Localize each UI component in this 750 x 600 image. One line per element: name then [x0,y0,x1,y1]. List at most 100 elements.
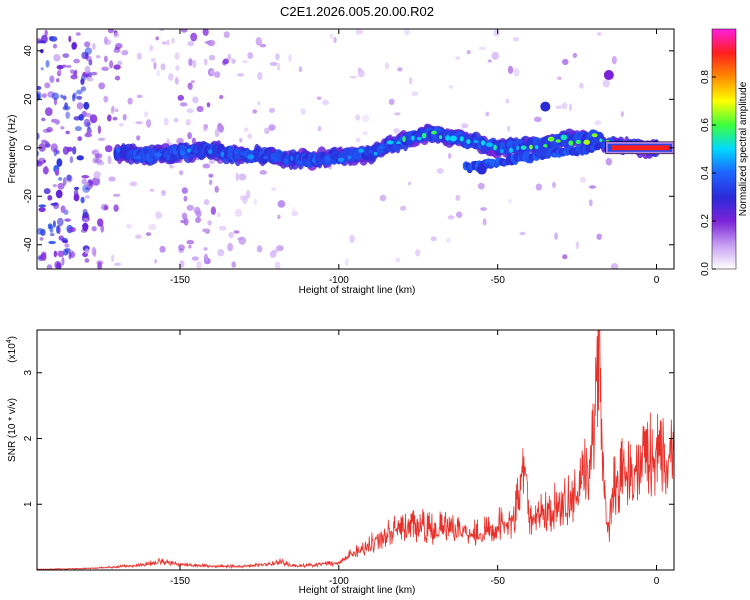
noise-blob [508,198,512,204]
noise-blob [204,58,208,66]
x-tick-label: -50 [490,576,505,587]
noise-blob [164,117,169,126]
noise-blob [73,193,80,202]
noise-blob [275,53,280,61]
noise-blob [269,61,278,66]
noise-blob [188,86,193,91]
noise-blob [73,116,81,121]
noise-blob [588,185,597,189]
noise-blob [477,182,485,190]
noise-blob [62,177,67,186]
band-hot-blob [500,149,504,154]
noise-blob [384,62,390,70]
noise-blob [38,143,46,152]
noise-blob [62,105,71,111]
noise-blob [554,232,558,240]
noise-blob [217,248,225,257]
noise-blob [533,116,542,123]
noise-blob [214,185,219,193]
spectrogram-y-label: Frequency (Hz) [7,115,18,184]
noise-blob [72,93,76,102]
noise-blob [54,168,60,176]
noise-blob [210,69,215,75]
noise-blob [174,76,179,85]
noise-blob [42,166,49,175]
noise-blob [68,252,72,260]
noise-blob [186,108,194,114]
noise-blob [57,225,61,235]
noise-blob [109,60,114,69]
noise-blob [160,63,166,71]
noise-blob [204,228,211,234]
noise-blob [159,245,166,253]
noise-blob [113,48,121,53]
colorbar-tick-label: 0.4 [700,166,711,180]
noise-blob [117,60,123,66]
noise-blob [411,91,419,97]
noise-blob [228,232,234,239]
noise-blob [51,92,60,100]
noise-blob [397,67,403,72]
noise-blob [84,65,91,74]
isolated-blob [603,70,614,81]
noise-blob [84,133,92,138]
band-hot-blob [583,139,590,145]
x-tick-label: 0 [654,275,660,286]
noise-blob [288,54,292,63]
band-hot-blob [135,155,142,160]
band-hot-blob [358,148,364,153]
noise-blob [257,100,261,106]
band-hot-blob [208,149,213,155]
noise-blob [91,226,97,232]
band-hot-blob [325,156,331,163]
band-hot-blob [347,155,352,160]
y-tick-label: 40 [23,45,34,57]
noise-blob [62,146,69,155]
band-hot-blob [290,155,294,162]
noise-blob [355,114,361,121]
carrier-core [611,145,670,151]
noise-blob [208,173,214,178]
isolated-blob [476,164,487,175]
noise-blob [572,52,578,59]
noise-blob [56,78,60,83]
noise-blob [235,172,239,182]
noise-blob [104,55,108,63]
band-hot-blob [386,140,394,145]
noise-blob [239,195,248,201]
noise-blob [149,188,155,192]
noise-blob [268,107,276,113]
noise-blob [247,133,253,139]
noise-blob [64,218,71,222]
noise-blob [155,36,159,41]
noise-blob [487,59,492,63]
band-hot-blob [417,137,422,140]
band-hot-blob [568,140,574,146]
noise-blob [316,96,322,100]
noise-blob [145,232,152,236]
noise-blob [227,242,234,252]
noise-blob [227,53,232,61]
noise-blob [179,102,188,107]
noise-blob [47,195,53,201]
noise-blob [317,125,322,132]
noise-blob [210,206,216,215]
noise-blob [179,260,185,268]
noise-blob [269,250,277,258]
band-hot-blob [560,134,568,140]
noise-blob [169,164,174,169]
band-hot-blob [421,132,427,139]
noise-blob [91,246,97,256]
band-hot-blob [508,147,514,153]
snr-frame [36,329,675,571]
band-hot-blob [575,139,581,145]
band-hot-blob [172,150,178,155]
band-hot-blob [304,161,312,166]
spectrogram-y-ticks: 40 20 0 -20 -40 [23,45,674,252]
noise-blob [40,228,46,236]
noise-blob [108,176,116,182]
noise-blob [448,85,454,89]
noise-blob [191,256,199,261]
noise-blob [455,194,461,201]
noise-blob [113,262,122,266]
